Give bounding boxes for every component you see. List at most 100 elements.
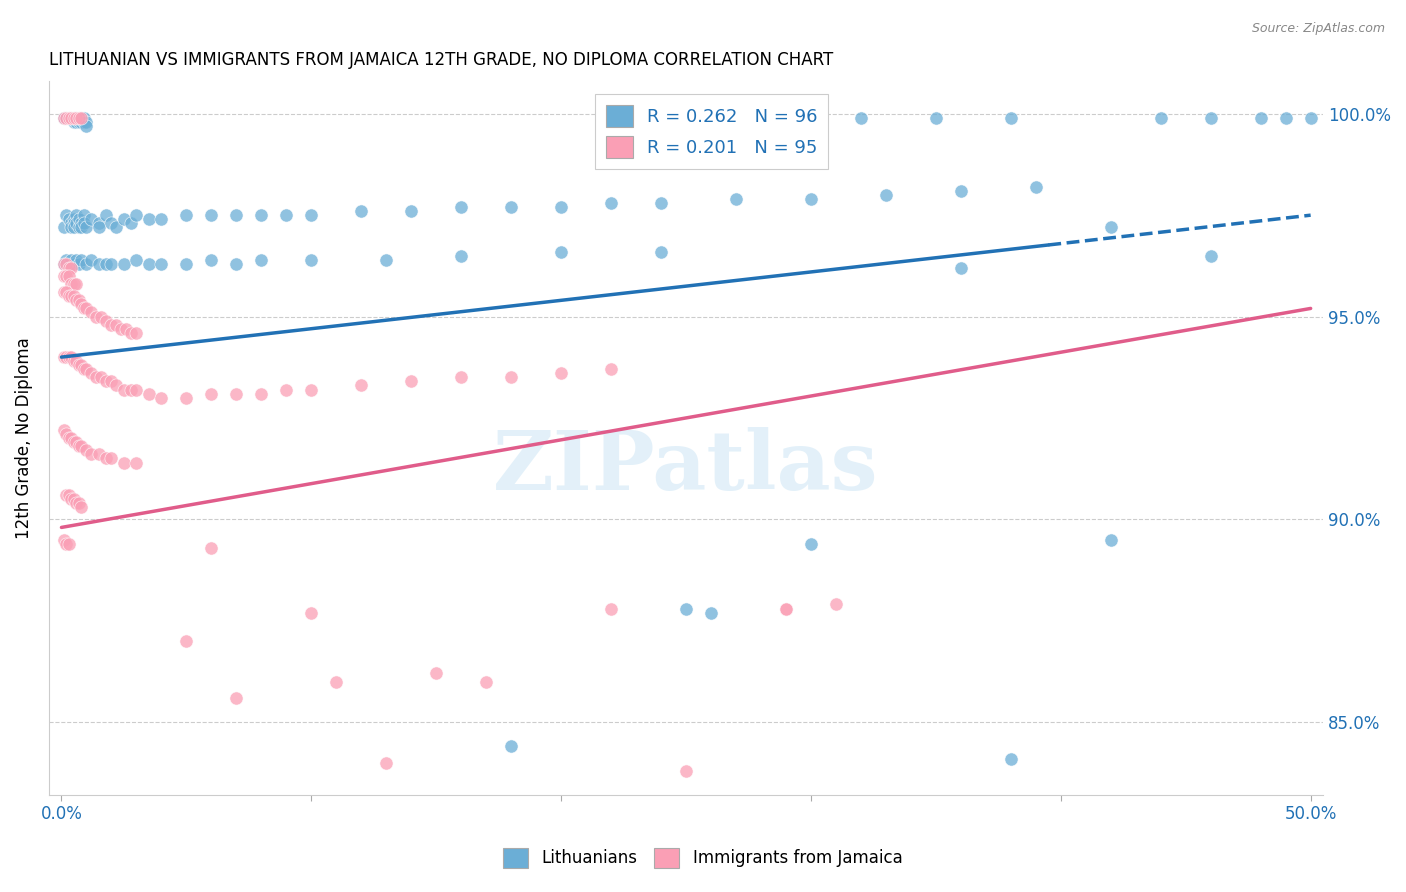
Point	[775, 601, 797, 615]
Point	[65, 435, 87, 450]
Point	[949, 184, 972, 198]
Point	[112, 257, 135, 271]
Point	[63, 111, 86, 125]
Point	[52, 257, 75, 271]
Point	[70, 111, 93, 125]
Point	[250, 386, 273, 401]
Point	[96, 257, 118, 271]
Point	[800, 837, 823, 851]
Point	[96, 208, 118, 222]
Point	[80, 212, 103, 227]
Point	[58, 431, 80, 445]
Point	[60, 350, 83, 364]
Point	[375, 252, 398, 267]
Point	[73, 216, 96, 230]
Point	[112, 456, 135, 470]
Point	[60, 491, 83, 506]
Point	[225, 208, 247, 222]
Point	[67, 111, 90, 125]
Point	[150, 212, 173, 227]
Point	[65, 111, 87, 125]
Legend: Lithuanians, Immigrants from Jamaica: Lithuanians, Immigrants from Jamaica	[496, 841, 910, 875]
Point	[115, 322, 138, 336]
Point	[700, 606, 723, 620]
Point	[75, 301, 97, 316]
Point	[800, 536, 823, 550]
Point	[1099, 220, 1122, 235]
Point	[550, 244, 572, 259]
Point	[100, 318, 122, 332]
Point	[60, 111, 83, 125]
Point	[70, 252, 93, 267]
Point	[55, 111, 77, 125]
Point	[675, 764, 697, 778]
Point	[90, 370, 112, 384]
Point	[63, 216, 86, 230]
Point	[55, 252, 77, 267]
Point	[87, 447, 110, 461]
Point	[225, 690, 247, 705]
Point	[73, 301, 96, 316]
Point	[52, 111, 75, 125]
Point	[100, 451, 122, 466]
Point	[52, 285, 75, 300]
Point	[73, 208, 96, 222]
Point	[299, 606, 322, 620]
Point	[65, 496, 87, 510]
Point	[63, 115, 86, 129]
Point	[125, 326, 148, 340]
Point	[176, 391, 198, 405]
Point	[120, 216, 142, 230]
Point	[250, 252, 273, 267]
Point	[501, 370, 523, 384]
Point	[600, 601, 623, 615]
Point	[276, 208, 298, 222]
Point	[299, 252, 322, 267]
Point	[60, 277, 83, 292]
Point	[65, 115, 87, 129]
Point	[176, 257, 198, 271]
Point	[80, 252, 103, 267]
Point	[138, 212, 160, 227]
Point	[1199, 111, 1222, 125]
Point	[58, 536, 80, 550]
Point	[65, 252, 87, 267]
Point	[225, 257, 247, 271]
Point	[120, 383, 142, 397]
Point	[650, 196, 672, 211]
Point	[63, 111, 86, 125]
Point	[299, 208, 322, 222]
Point	[800, 192, 823, 206]
Point	[67, 496, 90, 510]
Point	[55, 285, 77, 300]
Point	[96, 313, 118, 327]
Point	[875, 187, 897, 202]
Point	[67, 439, 90, 453]
Point	[75, 119, 97, 133]
Point	[87, 220, 110, 235]
Point	[55, 427, 77, 442]
Point	[60, 216, 83, 230]
Point	[55, 111, 77, 125]
Point	[60, 260, 83, 275]
Point	[150, 257, 173, 271]
Point	[63, 277, 86, 292]
Point	[63, 220, 86, 235]
Point	[60, 220, 83, 235]
Point	[125, 383, 148, 397]
Point	[63, 212, 86, 227]
Point	[949, 260, 972, 275]
Point	[1250, 111, 1272, 125]
Point	[67, 358, 90, 372]
Point	[55, 536, 77, 550]
Point	[825, 598, 848, 612]
Point	[325, 674, 347, 689]
Point	[67, 257, 90, 271]
Point	[75, 220, 97, 235]
Point	[58, 111, 80, 125]
Point	[100, 375, 122, 389]
Point	[225, 386, 247, 401]
Point	[70, 216, 93, 230]
Point	[501, 200, 523, 214]
Point	[110, 322, 132, 336]
